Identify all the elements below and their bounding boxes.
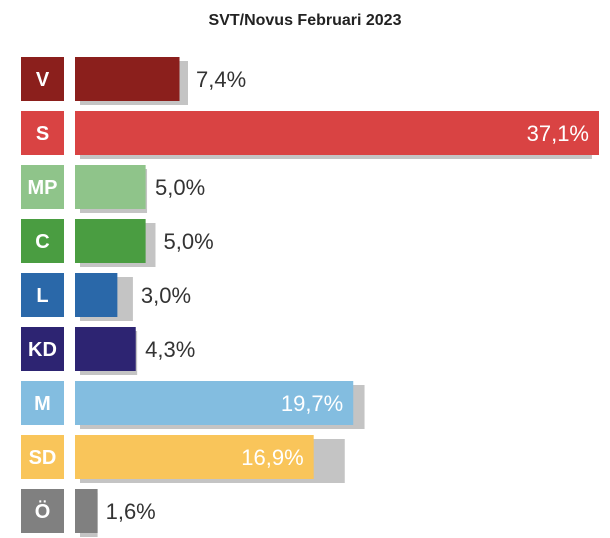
value-label-5: 4,3% — [145, 337, 195, 362]
bar-1 — [75, 111, 599, 155]
bar-3 — [75, 219, 146, 263]
party-label-5: KD — [28, 339, 57, 361]
party-badge-5 — [21, 327, 64, 371]
value-label-8: 1,6% — [106, 499, 156, 524]
party-label-2: MP — [28, 177, 58, 199]
bar-2 — [75, 165, 146, 209]
value-label-7: 16,9% — [241, 445, 303, 470]
party-badge-8 — [21, 489, 64, 533]
bar-4 — [75, 273, 118, 317]
bar-6 — [75, 381, 354, 425]
party-badge-1 — [21, 111, 64, 155]
party-badge-6 — [21, 381, 64, 425]
party-label-8: Ö — [35, 500, 51, 523]
party-label-4: L — [36, 285, 48, 307]
value-label-2: 5,0% — [155, 175, 205, 200]
party-label-3: C — [35, 231, 49, 253]
party-badge-3 — [21, 219, 64, 263]
value-label-4: 3,0% — [141, 283, 191, 308]
bar-8 — [75, 489, 98, 533]
party-badge-7 — [21, 435, 64, 479]
value-label-3: 5,0% — [164, 229, 214, 254]
party-badge-4 — [21, 273, 64, 317]
party-label-6: M — [34, 393, 51, 415]
value-label-6: 19,7% — [281, 391, 343, 416]
party-badge-0 — [21, 57, 64, 101]
bar-0 — [75, 57, 180, 101]
bar-5 — [75, 327, 136, 371]
bar-7 — [75, 435, 314, 479]
chart-title: SVT/Novus Februari 2023 — [208, 12, 402, 29]
party-label-0: V — [36, 69, 50, 91]
party-label-7: SD — [29, 447, 57, 469]
party-badge-2 — [21, 165, 64, 209]
value-label-1: 37,1% — [527, 121, 589, 146]
value-label-0: 7,4% — [196, 67, 246, 92]
party-label-1: S — [36, 123, 49, 145]
